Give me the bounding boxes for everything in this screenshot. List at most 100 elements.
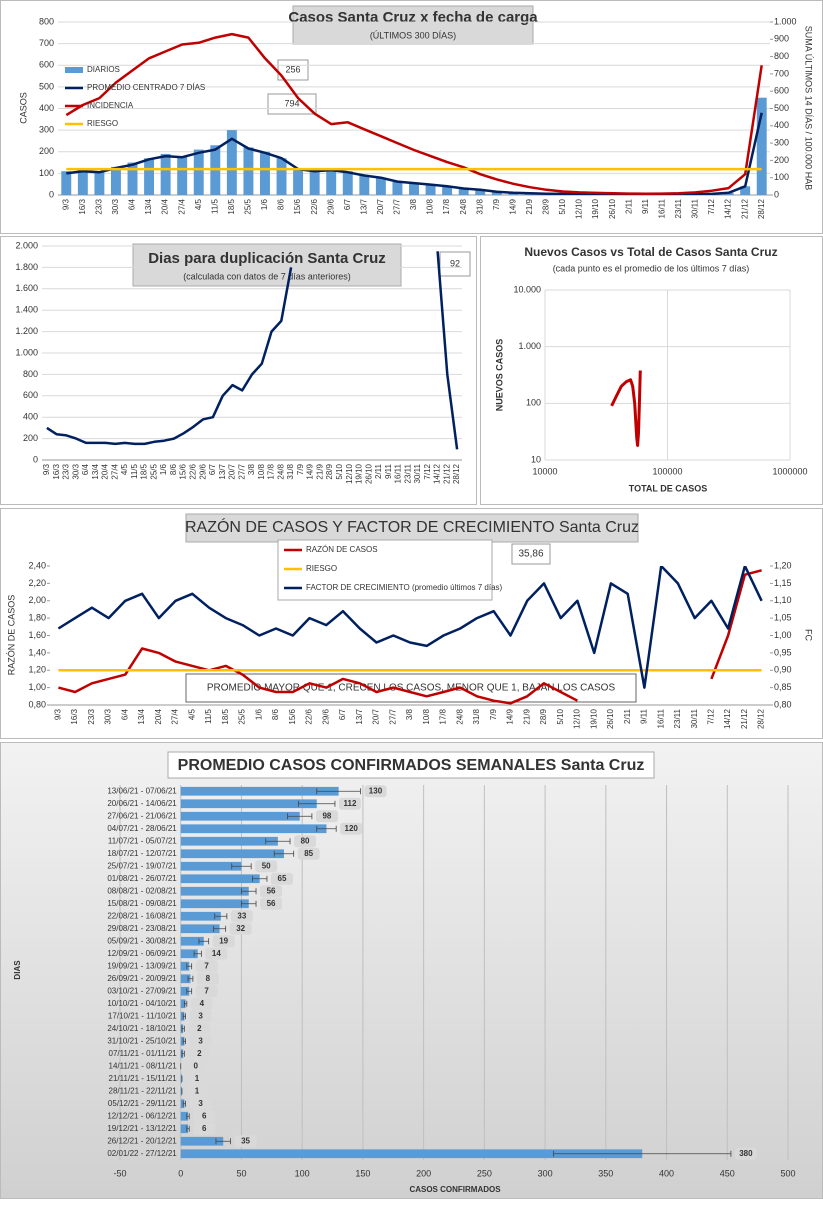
x-tick-label: 250 bbox=[477, 1168, 492, 1178]
x-tick-label: 23/11 bbox=[403, 463, 412, 483]
y-tick-label: 1,20 bbox=[774, 560, 792, 570]
y-tick-label: 100 bbox=[39, 168, 54, 178]
x-tick-label: 14/9 bbox=[506, 708, 515, 724]
y-tick-label: 26/09/21 - 20/09/21 bbox=[107, 974, 177, 983]
x-tick-label: 16/11 bbox=[394, 463, 403, 483]
x-tick-label: 2/11 bbox=[623, 708, 632, 724]
legend-label: FACTOR DE CRECIMIENTO (promedio últimos … bbox=[306, 583, 503, 592]
x-tick-label: 24/8 bbox=[459, 198, 468, 214]
y-axis-label: RAZÓN DE CASOS bbox=[6, 595, 16, 676]
y-tick-label: 13/06/21 - 07/06/21 bbox=[107, 786, 177, 795]
bar bbox=[310, 171, 320, 195]
x-tick-label: 7/9 bbox=[489, 708, 498, 720]
x-tick-label: 7/12 bbox=[707, 198, 716, 214]
x-tick-label: 18/5 bbox=[140, 463, 149, 479]
x-tick-label: 20/4 bbox=[101, 463, 110, 479]
y-tick-label: 27/06/21 - 21/06/21 bbox=[107, 811, 177, 820]
y-tick-label: 200 bbox=[23, 433, 38, 443]
x-tick-label: 21/9 bbox=[522, 708, 531, 724]
data-label: 65 bbox=[278, 874, 287, 883]
x-tick-label: 1/6 bbox=[254, 708, 263, 720]
bar bbox=[757, 98, 767, 195]
bar bbox=[181, 874, 260, 883]
y-tick-label: 400 bbox=[774, 120, 789, 130]
x-tick-label: 8/6 bbox=[169, 463, 178, 475]
bar bbox=[181, 824, 327, 833]
data-label: 1 bbox=[195, 1086, 200, 1095]
x-tick-label: 350 bbox=[598, 1168, 613, 1178]
x-tick-label: -50 bbox=[113, 1168, 126, 1178]
x-tick-label: 15/6 bbox=[179, 463, 188, 479]
x-tick-label: 30/11 bbox=[691, 198, 700, 218]
bar bbox=[194, 150, 204, 195]
bar bbox=[243, 147, 253, 195]
x-tick-label: 13/7 bbox=[218, 463, 227, 479]
x-tick-label: 1/6 bbox=[260, 198, 269, 210]
y-tick-label: 2,40 bbox=[28, 560, 46, 570]
y-tick-label: 200 bbox=[774, 155, 789, 165]
x-tick-label: 20/4 bbox=[154, 708, 163, 724]
x-tick-label: 15/6 bbox=[293, 198, 302, 214]
x-tick-label: 100 bbox=[295, 1168, 310, 1178]
x-tick-label: 25/5 bbox=[244, 198, 253, 214]
bar bbox=[181, 812, 300, 821]
data-label: 4 bbox=[200, 999, 205, 1008]
bar bbox=[392, 182, 402, 195]
x-tick-label: 30/11 bbox=[690, 708, 699, 728]
x-tick-label: 9/11 bbox=[640, 708, 649, 724]
x-tick-label: 28/12 bbox=[452, 463, 461, 484]
y-tick-label: 1.400 bbox=[15, 305, 38, 315]
legend-label: PROMEDIO CENTRADO 7 DÍAS bbox=[87, 83, 205, 92]
y-tick-label: 0,80 bbox=[774, 699, 792, 709]
y2-axis-label: FC bbox=[804, 629, 814, 641]
bar bbox=[181, 799, 317, 808]
data-label: 120 bbox=[345, 824, 359, 833]
data-label: 3 bbox=[198, 1099, 203, 1108]
x-tick-label: 29/6 bbox=[321, 708, 330, 724]
y-tick-label: 07/11/21 - 01/11/21 bbox=[109, 1049, 178, 1058]
x-tick-label: 25/5 bbox=[238, 708, 247, 724]
x-tick-label: 14/12 bbox=[723, 708, 732, 729]
y-tick-label: 600 bbox=[23, 390, 38, 400]
x-tick-label: 31/8 bbox=[472, 708, 481, 724]
data-label: 80 bbox=[301, 836, 310, 845]
y-tick-label: 10 bbox=[531, 454, 541, 464]
x-tick-label: 21/9 bbox=[525, 198, 534, 214]
annotation: 256 bbox=[285, 64, 300, 74]
y-tick-label: 0,90 bbox=[774, 665, 792, 675]
y-tick-label: 1.000 bbox=[518, 341, 541, 351]
x-tick-label: 20/4 bbox=[161, 198, 170, 214]
x-tick-label: 2/11 bbox=[374, 463, 383, 479]
x-tick-label: 14/9 bbox=[306, 463, 315, 479]
data-label: 2 bbox=[197, 1049, 202, 1058]
y-tick-label: 1,10 bbox=[774, 595, 792, 605]
y-tick-label: 600 bbox=[39, 60, 54, 70]
bar bbox=[177, 156, 187, 195]
x-tick-label: 1/6 bbox=[159, 463, 168, 475]
x-tick-label: 19/10 bbox=[589, 708, 598, 729]
x-tick-label: 3/8 bbox=[247, 463, 256, 475]
x-tick-label: 11/5 bbox=[204, 708, 213, 724]
y-tick-label: 19/12/21 - 13/12/21 bbox=[107, 1124, 177, 1133]
annotation: 35,86 bbox=[518, 549, 543, 560]
x-tick-label: 30/3 bbox=[104, 708, 113, 724]
x-tick-label: 1000000 bbox=[772, 466, 807, 476]
x-tick-label: 9/3 bbox=[53, 708, 62, 720]
x-tick-label: 27/7 bbox=[393, 198, 402, 214]
y-tick-label: 0,80 bbox=[28, 699, 46, 709]
bar bbox=[61, 171, 71, 195]
x-tick-label: 30/11 bbox=[413, 463, 422, 483]
x-tick-label: 16/3 bbox=[70, 708, 79, 724]
x-tick-label: 14/9 bbox=[508, 198, 517, 214]
y-tick-label: 1,00 bbox=[28, 682, 46, 692]
legend-swatch bbox=[65, 67, 83, 73]
y-tick-label: 200 bbox=[39, 146, 54, 156]
bar bbox=[277, 158, 287, 195]
y-tick-label: 700 bbox=[39, 38, 54, 48]
bar bbox=[111, 167, 121, 195]
x-tick-label: 21/9 bbox=[315, 463, 324, 479]
y-tick-label: 600 bbox=[774, 86, 789, 96]
y-tick-label: 20/06/21 - 14/06/21 bbox=[107, 799, 177, 808]
data-label: 1 bbox=[195, 1074, 200, 1083]
